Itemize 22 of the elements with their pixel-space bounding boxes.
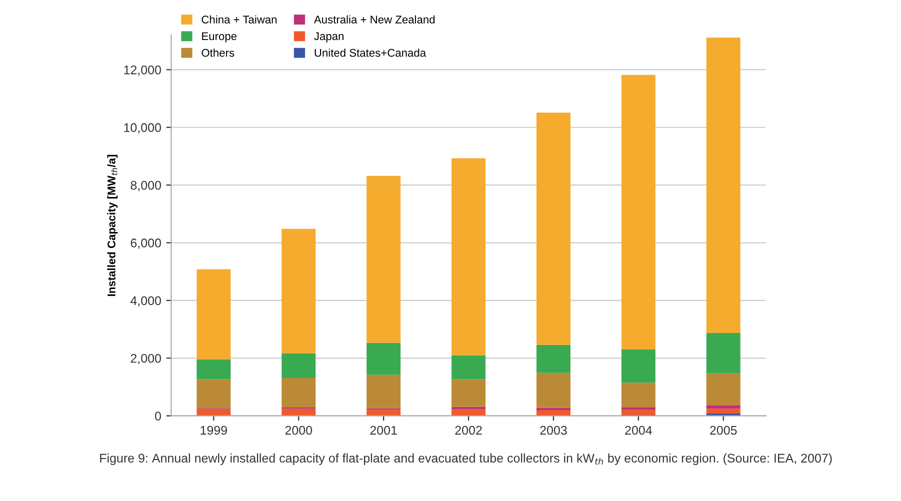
- y-axis-title: Installed Capacity [MW$_{th}$/a]: [107, 154, 118, 296]
- x-tick-label: 2001: [370, 426, 397, 435]
- x-tick-label: 2000: [285, 426, 312, 435]
- y-tick-label: 10,000: [124, 123, 161, 134]
- legend-label: China + Taiwan: [202, 15, 277, 24]
- y-tick-label: 2,000: [130, 354, 161, 364]
- caption: Figure 9: Annual newly installed capacity of flat-plate and evacuated tube collectors in kW$_{th}$ by economic region. (Source: IEA, 2007): [100, 453, 832, 466]
- y-tick-label: 4,000: [130, 296, 161, 307]
- legend-label: United States+Canada: [314, 48, 426, 57]
- y-tick-label: 12,000: [124, 65, 161, 76]
- x-tick-label: 2005: [710, 426, 737, 435]
- x-tick-label: 2004: [625, 426, 652, 435]
- x-tick-label: 1999: [200, 426, 227, 435]
- y-tick-label: 0: [155, 412, 161, 420]
- legend-label: Australia + New Zealand: [314, 15, 435, 24]
- legend-label: Japan: [314, 32, 344, 42]
- y-tick-label: 6,000: [130, 238, 161, 249]
- x-tick-label: 2002: [455, 426, 482, 435]
- y-tick-label: 8,000: [130, 180, 161, 192]
- x-tick-label: 2003: [540, 426, 567, 435]
- legend-label: Europe: [202, 32, 237, 42]
- legend-label: Others: [202, 48, 234, 57]
